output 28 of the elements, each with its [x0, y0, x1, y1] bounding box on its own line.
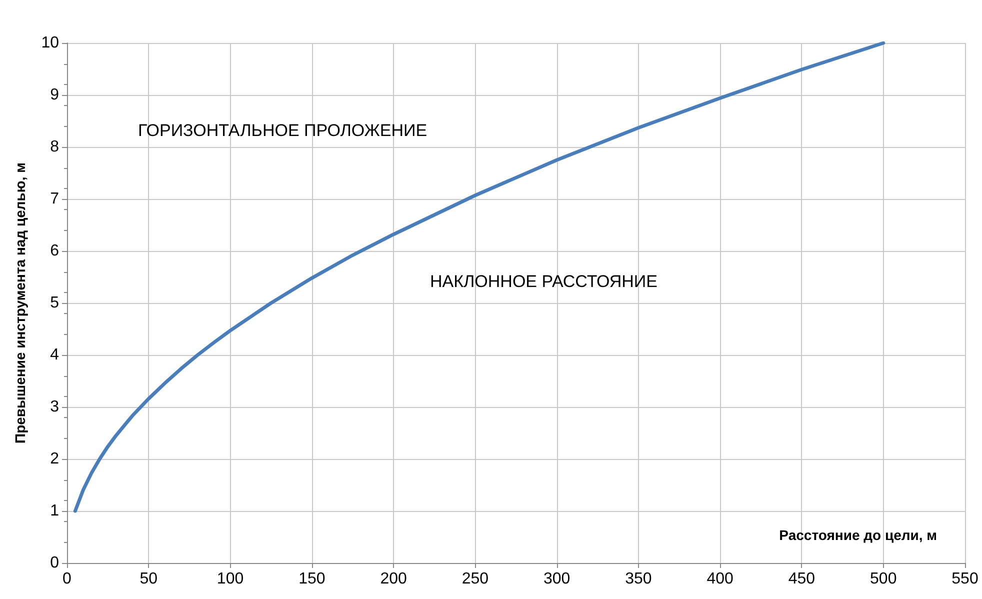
y-tick-label: 10: [41, 34, 60, 52]
x-tick-label: 50: [140, 570, 158, 588]
annotation: НАКЛОННОЕ РАССТОЯНИЕ: [430, 272, 658, 291]
y-tick-label: 5: [50, 294, 60, 312]
y-tick-label: 4: [50, 346, 60, 364]
x-axis-title: Расстояние до цели, м: [779, 527, 938, 543]
line-series: [73, 41, 886, 513]
y-tick-label: 6: [50, 242, 60, 260]
x-tick-label: 250: [462, 570, 489, 588]
y-tick-label: 3: [50, 398, 60, 416]
x-tick-label: 100: [216, 570, 244, 588]
x-tick-label: 200: [380, 570, 407, 588]
y-tick-label: 8: [50, 138, 60, 156]
x-tick-label: 400: [706, 570, 734, 588]
y-tick-label: 7: [50, 190, 60, 208]
x-tick-label: 300: [543, 570, 570, 588]
x-tick-label: 450: [788, 570, 816, 588]
annotation: ГОРИЗОНТАЛЬНОЕ ПРОЛОЖЕНИЕ: [138, 121, 428, 140]
x-tick-label: 550: [952, 570, 978, 588]
x-tick-label: 0: [62, 570, 72, 588]
x-tick-label: 150: [298, 570, 326, 588]
y-tick-label: 1: [50, 502, 60, 520]
y-tick-label: 2: [50, 450, 60, 468]
x-tick-label: 350: [625, 570, 652, 588]
y-tick-label: 9: [50, 86, 60, 104]
y-tick-label: 0: [50, 554, 60, 572]
y-axis-title: Превышение инструмента над целью, м: [12, 162, 28, 444]
x-tick-label: 500: [870, 570, 897, 588]
